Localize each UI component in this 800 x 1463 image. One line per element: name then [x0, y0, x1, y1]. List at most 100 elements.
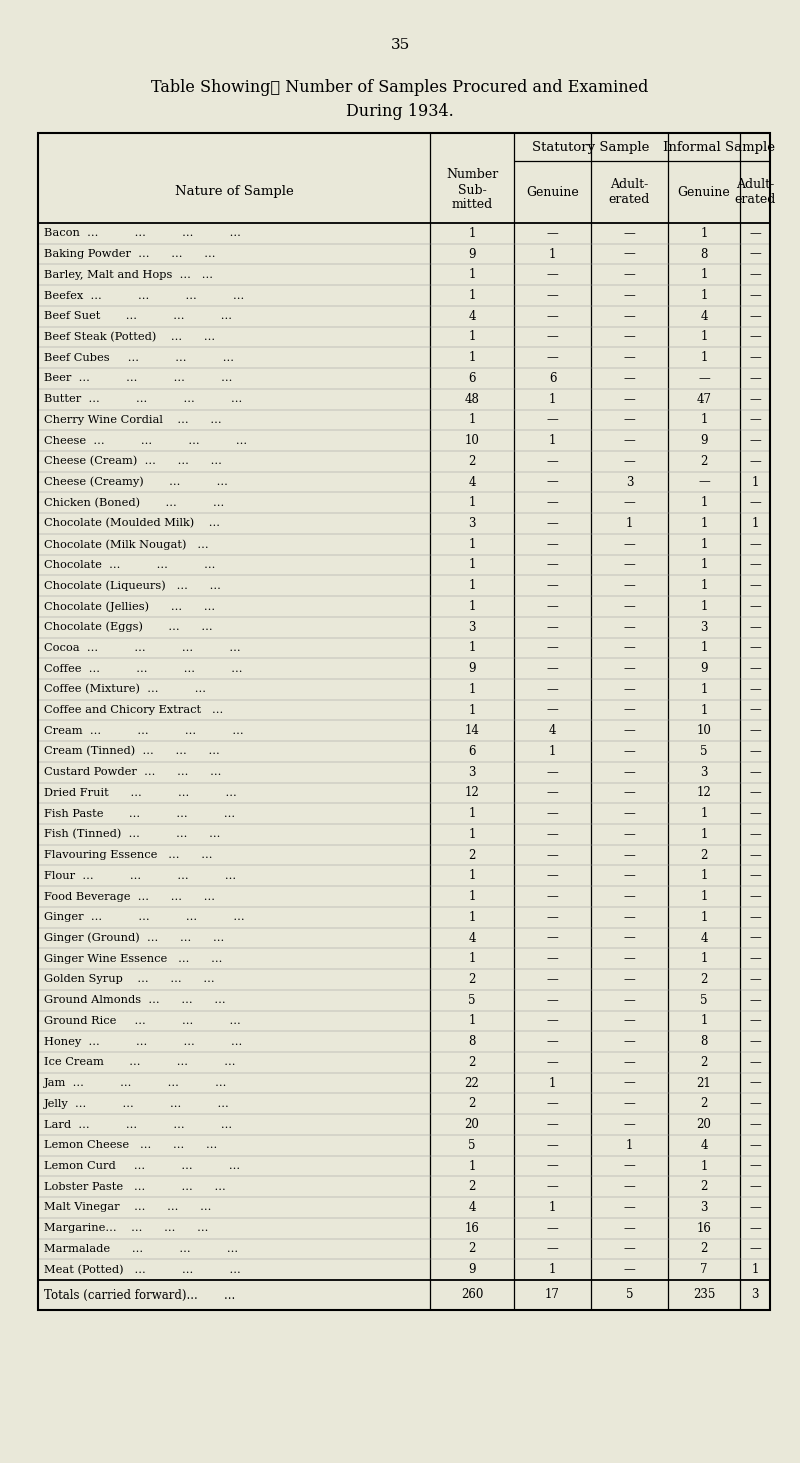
Text: 2: 2: [468, 1097, 476, 1110]
Text: 1: 1: [468, 952, 476, 966]
Text: 21: 21: [697, 1077, 711, 1090]
Text: 2: 2: [700, 455, 708, 468]
Text: 4: 4: [468, 475, 476, 489]
Text: —: —: [749, 808, 761, 821]
Text: 1: 1: [468, 496, 476, 509]
Text: —: —: [624, 1077, 635, 1090]
Text: —: —: [749, 641, 761, 654]
Text: 1: 1: [468, 683, 476, 696]
Text: Beef Cubes     ...          ...          ...: Beef Cubes ... ... ...: [44, 353, 234, 363]
Text: 16: 16: [465, 1222, 479, 1235]
Text: Chocolate (Liqueurs)   ...      ...: Chocolate (Liqueurs) ... ...: [44, 581, 221, 591]
Text: —: —: [749, 663, 761, 674]
Text: —: —: [749, 620, 761, 633]
Text: Chocolate (Eggs)       ...      ...: Chocolate (Eggs) ... ...: [44, 622, 213, 632]
Text: —: —: [624, 1222, 635, 1235]
Text: —: —: [624, 620, 635, 633]
Text: —: —: [749, 911, 761, 923]
Text: —: —: [698, 475, 710, 489]
Text: —: —: [749, 455, 761, 468]
Text: —: —: [624, 724, 635, 737]
Text: 5: 5: [626, 1289, 634, 1302]
Text: 1: 1: [700, 351, 708, 364]
Text: Dried Fruit      ...          ...          ...: Dried Fruit ... ... ...: [44, 789, 237, 797]
Text: —: —: [546, 869, 558, 882]
Text: 22: 22: [465, 1077, 479, 1090]
Text: —: —: [749, 579, 761, 593]
Text: —: —: [624, 579, 635, 593]
Text: —: —: [624, 351, 635, 364]
Text: —: —: [624, 310, 635, 323]
Text: 2: 2: [468, 973, 476, 986]
Text: —: —: [546, 808, 558, 821]
Text: Cocoa  ...          ...          ...          ...: Cocoa ... ... ... ...: [44, 642, 241, 652]
Text: 1: 1: [700, 641, 708, 654]
Text: 1: 1: [468, 559, 476, 572]
Text: 1: 1: [468, 227, 476, 240]
Text: 1: 1: [700, 516, 708, 530]
Text: —: —: [546, 310, 558, 323]
Text: —: —: [546, 538, 558, 550]
Text: Food Beverage  ...      ...      ...: Food Beverage ... ... ...: [44, 891, 215, 901]
Text: —: —: [749, 351, 761, 364]
Text: Cream (Tinned)  ...      ...      ...: Cream (Tinned) ... ... ...: [44, 746, 220, 756]
Text: —: —: [749, 538, 761, 550]
Text: —: —: [749, 1160, 761, 1172]
Text: 9: 9: [468, 247, 476, 260]
Text: 2: 2: [468, 849, 476, 862]
Text: Beef Suet       ...          ...          ...: Beef Suet ... ... ...: [44, 312, 232, 322]
Text: 1: 1: [468, 1160, 476, 1172]
Text: —: —: [546, 475, 558, 489]
Text: —: —: [624, 392, 635, 405]
Text: 4: 4: [468, 932, 476, 945]
Text: —: —: [624, 290, 635, 301]
Text: 1: 1: [468, 641, 476, 654]
Text: 3: 3: [700, 1201, 708, 1214]
Text: Flavouring Essence   ...      ...: Flavouring Essence ... ...: [44, 850, 213, 860]
Text: —: —: [749, 435, 761, 448]
Text: Golden Syrup    ...      ...      ...: Golden Syrup ... ... ...: [44, 974, 214, 985]
Text: —: —: [624, 600, 635, 613]
Text: 9: 9: [700, 663, 708, 674]
Bar: [38, 133, 770, 1309]
Text: Ground Rice     ...          ...          ...: Ground Rice ... ... ...: [44, 1015, 241, 1026]
Text: Statutory Sample: Statutory Sample: [532, 140, 650, 154]
Text: —: —: [624, 952, 635, 966]
Text: —: —: [546, 1056, 558, 1069]
Text: 1: 1: [700, 496, 708, 509]
Text: 20: 20: [697, 1118, 711, 1131]
Text: 12: 12: [697, 787, 711, 799]
Text: —: —: [546, 849, 558, 862]
Text: —: —: [546, 1036, 558, 1048]
Text: —: —: [546, 911, 558, 923]
Text: Cheese  ...          ...          ...          ...: Cheese ... ... ... ...: [44, 436, 247, 446]
Text: —: —: [546, 765, 558, 778]
Text: —: —: [546, 890, 558, 903]
Text: Butter  ...          ...          ...          ...: Butter ... ... ... ...: [44, 394, 242, 404]
Text: —: —: [624, 435, 635, 448]
Text: 1: 1: [549, 1077, 556, 1090]
Text: 2: 2: [700, 849, 708, 862]
Text: 8: 8: [700, 1036, 708, 1048]
Text: Chicken (Boned)       ...          ...: Chicken (Boned) ... ...: [44, 497, 224, 508]
Text: Honey  ...          ...          ...          ...: Honey ... ... ... ...: [44, 1037, 242, 1046]
Text: 1: 1: [549, 435, 556, 448]
Text: Cheese (Cream)  ...      ...      ...: Cheese (Cream) ... ... ...: [44, 456, 222, 467]
Text: Malt Vinegar    ...      ...      ...: Malt Vinegar ... ... ...: [44, 1203, 211, 1213]
Text: —: —: [624, 247, 635, 260]
Text: 1: 1: [468, 704, 476, 717]
Text: —: —: [624, 663, 635, 674]
Text: 1: 1: [700, 290, 708, 301]
Text: 17: 17: [545, 1289, 560, 1302]
Text: —: —: [546, 227, 558, 240]
Text: Meat (Potted)   ...          ...          ...: Meat (Potted) ... ... ...: [44, 1264, 241, 1274]
Text: Barley, Malt and Hops  ...   ...: Barley, Malt and Hops ... ...: [44, 269, 213, 279]
Text: —: —: [546, 663, 558, 674]
Text: —: —: [749, 993, 761, 1007]
Text: —: —: [749, 310, 761, 323]
Text: —: —: [624, 765, 635, 778]
Text: Lemon Cheese   ...      ...      ...: Lemon Cheese ... ... ...: [44, 1140, 218, 1150]
Text: 1: 1: [700, 890, 708, 903]
Text: —: —: [624, 372, 635, 385]
Text: Marmalade      ...          ...          ...: Marmalade ... ... ...: [44, 1244, 238, 1254]
